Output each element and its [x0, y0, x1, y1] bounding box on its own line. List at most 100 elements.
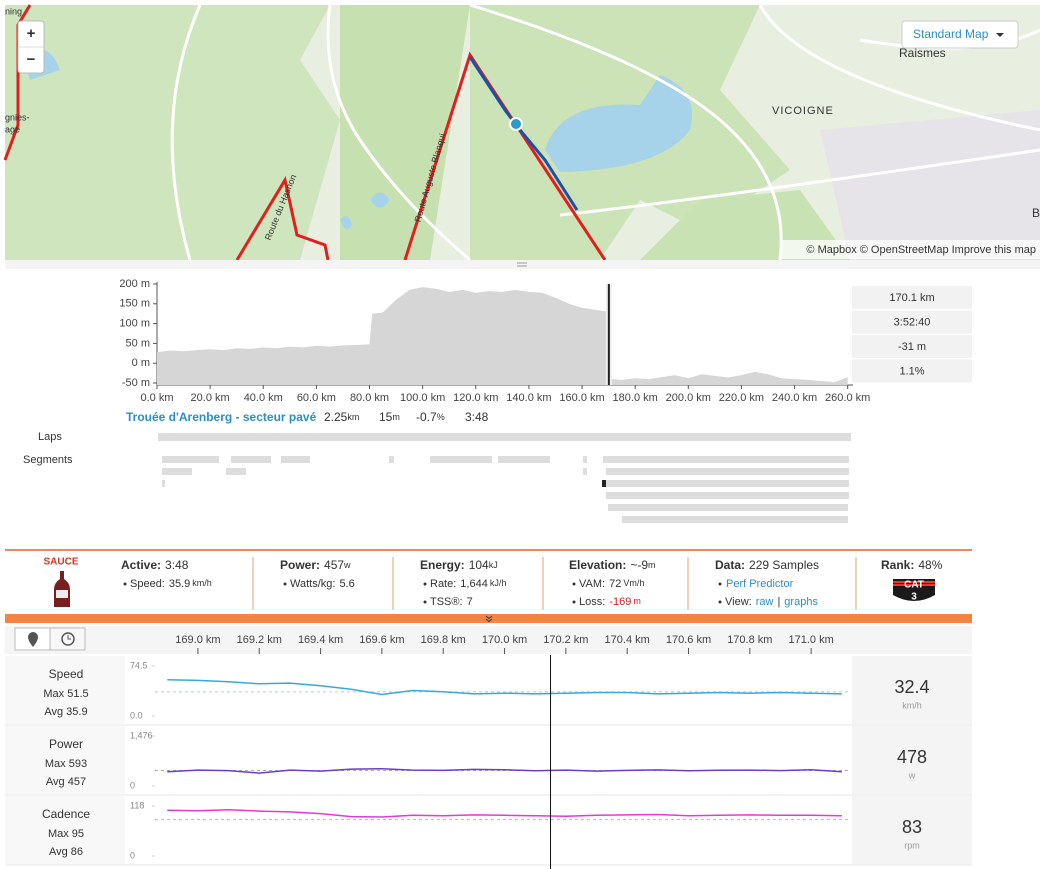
map-label: VICOIGNE	[772, 105, 834, 117]
y-tick-label: 0	[130, 780, 135, 790]
segment-elevation: 15m	[379, 410, 400, 424]
y-tick-label: 1,476	[130, 730, 153, 740]
x-tick-label: 160.0 km	[559, 392, 604, 404]
stream-charts[interactable]: 169.0 km 169.2 km 169.4 km 169.6 km 169.8 km…	[5, 634, 972, 869]
map-label: B	[1032, 206, 1040, 220]
segments-label: Segments	[23, 454, 73, 466]
y-tick-label: -50 m	[122, 377, 150, 389]
stream-line	[167, 809, 842, 818]
row-avg: Avg 35.9	[44, 706, 87, 718]
elevation-chart[interactable]: 200 m 150 m 100 m 50 m 0 m -50 m 0.0 km 20.0 km…	[119, 278, 972, 404]
row-value-panel	[852, 796, 972, 864]
y-tick-label: 100 m	[119, 318, 150, 330]
x-tick-label: 20.0 km	[191, 392, 230, 404]
map[interactable]: ning gnies- age Raismes VICOIGNE B Route…	[3, 3, 1041, 262]
stat-view: View: raw | graphs	[725, 596, 818, 608]
elevation-area	[157, 287, 848, 385]
x-tick-label: 140.0 km	[506, 392, 551, 404]
y-tick-label: 74.5	[130, 660, 148, 670]
y-tick-label: 200 m	[119, 278, 150, 290]
row-max: Max 95	[48, 828, 84, 840]
resize-handle[interactable]	[5, 260, 1040, 269]
stream-line	[167, 679, 842, 696]
map-label: age	[5, 124, 20, 134]
readout-value: 1.1%	[899, 365, 924, 377]
lap-bar[interactable]	[158, 433, 851, 441]
logo-text: SAUCE	[43, 557, 78, 568]
segment-time: 3:48	[465, 410, 489, 424]
y-tick-label: 118	[130, 800, 144, 810]
y-tick-label: 0 m	[132, 357, 150, 369]
row-value-panel	[852, 656, 972, 724]
readout-box	[852, 310, 972, 334]
stat-elevation: Elevation: ~-9m	[569, 558, 656, 572]
perf-predictor-link[interactable]: Perf Predictor	[726, 578, 794, 590]
x-tick-label: 170.8 km	[727, 634, 772, 646]
map-label: gnies-	[5, 112, 30, 122]
zoom-in[interactable]: +	[27, 25, 36, 42]
current-value: 83	[902, 817, 922, 837]
map-style-button[interactable]	[901, 20, 1019, 49]
stat-data: Data: 229 Samples	[715, 558, 819, 572]
x-tick-label: 100.0 km	[400, 392, 445, 404]
y-tick-label: 0	[130, 850, 135, 860]
segment-bars[interactable]	[162, 456, 849, 523]
row-avg: Avg 86	[49, 846, 83, 858]
stat-tss: TSS®: 7	[430, 596, 473, 608]
x-tick-label: 170.2 km	[543, 634, 588, 646]
row-max: Max 593	[45, 758, 87, 770]
segment-name[interactable]: Trouée d'Arenberg - secteur pavé	[126, 410, 317, 424]
stream-line	[167, 767, 842, 774]
zoom-out[interactable]: −	[27, 51, 36, 68]
stat-active: Active: 3:48	[121, 558, 189, 572]
stat-rate: Rate: 1,644 kJ/h	[430, 578, 506, 590]
x-tick-label: 180.0 km	[613, 392, 658, 404]
position-marker	[509, 117, 523, 131]
stat-energy: Energy: 104kJ	[420, 558, 498, 572]
badge-text: CAT	[904, 580, 924, 591]
x-tick-label: 200.0 km	[666, 392, 711, 404]
map-label: ning	[5, 6, 22, 16]
readout-box	[852, 335, 972, 358]
readout-value: -31 m	[898, 341, 926, 353]
current-unit: rpm	[904, 840, 920, 850]
x-tick-label: 80.0 km	[350, 392, 389, 404]
stat-loss: Loss: -169 m	[579, 596, 641, 608]
row-name: Speed	[49, 667, 84, 681]
segment-distance: 2.25km	[324, 410, 359, 424]
row-max: Max 51.5	[43, 688, 88, 700]
readout-box	[852, 359, 972, 383]
row-name: Cadence	[42, 807, 90, 821]
x-tick-label: 220.0 km	[719, 392, 764, 404]
row-label-panel	[5, 726, 125, 794]
x-tick-label: 170.0 km	[482, 634, 527, 646]
map-label: Raismes	[899, 46, 946, 60]
attribution[interactable]: © Mapbox © OpenStreetMap Improve this ma…	[806, 244, 1036, 256]
map-style-label[interactable]: Standard Map	[913, 27, 989, 41]
readout-value: 170.1 km	[889, 292, 934, 304]
badge-number: 3	[911, 592, 917, 603]
readout-box	[852, 286, 972, 309]
x-tick-label: 169.8 km	[421, 634, 466, 646]
current-unit: w	[908, 770, 916, 780]
row-value-panel	[852, 726, 972, 794]
logo-bottle	[54, 571, 70, 607]
readout-value: 3:52:40	[894, 316, 931, 328]
x-tick-label: 169.4 km	[298, 634, 343, 646]
stat-speed: Speed: 35.9 km/h	[130, 578, 212, 590]
current-unit: km/h	[902, 700, 922, 710]
stat-rank: Rank: 48%	[881, 558, 943, 572]
stat-power: Power: 457w	[280, 558, 351, 572]
x-tick-label: 169.0 km	[175, 634, 220, 646]
x-tick-label: 169.2 km	[237, 634, 282, 646]
y-tick-label: 0.0	[130, 710, 143, 720]
row-label-panel	[5, 656, 125, 724]
x-tick-label: 171.0 km	[789, 634, 834, 646]
stat-vam: VAM: 72 Vm/h	[579, 578, 644, 590]
x-tick-label: 169.6 km	[359, 634, 404, 646]
current-value: 32.4	[894, 677, 929, 697]
x-tick-label: 60.0 km	[297, 392, 336, 404]
stat-wkg: Watts/kg: 5.6	[290, 578, 355, 590]
x-tick-label: 0.0 km	[140, 392, 173, 404]
